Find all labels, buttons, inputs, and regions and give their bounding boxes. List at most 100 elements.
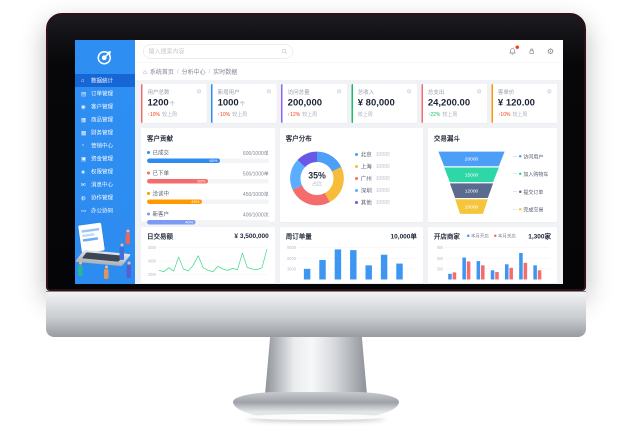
sidebar-item[interactable]: ▦ 商品管理 xyxy=(75,113,135,126)
legend-item[interactable]: 广州 10000 xyxy=(354,175,390,183)
stat-cards-row: 用户总数 ⚙ 1200个 ↑10% 较上周 新增用户 ⚙ 1000个 ↑10% 较上周 访问总量 ⚙ 2… xyxy=(141,84,558,123)
funnel-connector xyxy=(512,156,517,157)
chart-legend-item[interactable]: 本月关店 xyxy=(493,233,516,240)
trend-value: ↑10% xyxy=(147,112,161,118)
sidebar-item[interactable]: ◉ 客户管理 xyxy=(75,100,135,113)
shops-value: 1,300家 xyxy=(528,232,551,241)
notification-bell-icon[interactable] xyxy=(508,44,520,56)
illustration-person xyxy=(125,229,130,244)
contribution-row: 新客户 400/1000次 40% xyxy=(147,210,269,225)
trend-value: ↑22% xyxy=(427,112,441,118)
svg-text:15000: 15000 xyxy=(465,173,479,179)
legend-item[interactable]: 北京 10000 xyxy=(354,151,390,159)
sidebar-item[interactable]: ▭ 办公协同 xyxy=(75,204,135,217)
funnel-label: 完成交易 xyxy=(523,207,544,213)
sidebar-item[interactable]: ◍ 协作管理 xyxy=(75,191,135,204)
panel-title: 开店商家 xyxy=(433,232,460,241)
sidebar-item-label: 资金管理 xyxy=(91,156,113,162)
sidebar-item[interactable]: ◈ 权限管理 xyxy=(75,165,135,178)
card-settings-gear-icon[interactable]: ⚙ xyxy=(476,88,482,95)
legend-value: 10000 xyxy=(375,163,390,170)
svg-text:900: 900 xyxy=(437,246,443,250)
sidebar-item[interactable]: ▣ 资金管理 xyxy=(75,152,135,165)
funnel-labels: 访问用户 加入购物车 提交订单 完成交易 xyxy=(512,148,549,219)
funnel-label: 提交订单 xyxy=(523,189,544,196)
svg-text:10000: 10000 xyxy=(465,204,479,210)
card-settings-gear-icon[interactable]: ⚙ xyxy=(406,88,412,95)
sidebar-item[interactable]: ▤ 订单管理 xyxy=(75,87,135,100)
distribution-body: 35% 占比 北京 10000 上海 10000 广州 10000 深圳 10000 其他 1000… xyxy=(286,148,417,210)
sidebar-item[interactable]: ✉ 消息中心 xyxy=(75,178,135,191)
order-icon: ▤ xyxy=(81,90,87,97)
legend-item[interactable]: 深圳 10000 xyxy=(354,187,390,195)
funnel-label-item: 访问用户 xyxy=(512,153,549,160)
series-dot xyxy=(147,192,150,195)
stat-card: 总支出 ⚙ 24,200.00 ↑22% 较上周 xyxy=(421,84,487,123)
stat-card-label: 总收入 xyxy=(357,89,375,96)
sidebar-menu: ⌂ 数据统计 ▤ 订单管理 ◉ 客户管理 ▦ 商品管理 ▩ 财务管理 ◔ 营销中心 ▣ 资金管理 ◈ 权限管理… xyxy=(75,74,135,217)
panel-title: 客户贡献 xyxy=(147,134,174,143)
stat-card-header: 总支出 ⚙ xyxy=(428,88,482,96)
card-settings-gear-icon[interactable]: ⚙ xyxy=(546,88,553,95)
settings-gear-icon[interactable]: ⚙ xyxy=(546,47,555,56)
illustration-person xyxy=(119,243,124,260)
breadcrumb-item[interactable]: 实时数据 xyxy=(213,68,238,76)
contribution-ratio: 500/1000单 xyxy=(242,171,269,177)
lock-icon[interactable] xyxy=(527,47,536,56)
monitor-foot-edge xyxy=(247,414,385,420)
svg-text:9000: 9000 xyxy=(287,245,297,250)
stat-card-label: 访问总量 xyxy=(287,89,310,96)
panel-title: 客户分布 xyxy=(285,134,312,143)
breadcrumb-item[interactable]: 分析中心 xyxy=(181,68,206,76)
panel-shop-openings: 开店商家 本月开店 本月关店 1,300家 900 600 300 xyxy=(427,227,557,283)
panel-customer-contribution: 客户贡献 已成交 600/1000单 60% 已下单 500/1000单 50% 洽谈中 45… xyxy=(141,128,275,225)
progress-fill: 50% xyxy=(147,179,208,184)
legend-dot xyxy=(466,234,470,237)
funnel-connector xyxy=(512,173,517,175)
breadcrumb-item[interactable]: 系统首页 xyxy=(149,68,174,76)
illustration-person xyxy=(126,261,131,278)
chart-legend-item[interactable]: 本月开店 xyxy=(466,233,489,240)
grouped-bar-legend: 本月开店 本月关店 xyxy=(466,233,528,240)
series-dot xyxy=(147,212,150,216)
stat-card-trend: ↑10% 较上周 xyxy=(498,110,552,118)
contribution-row: 已下单 500/1000单 50% xyxy=(147,169,269,184)
search-placeholder: 输入搜索内容 xyxy=(148,48,185,55)
card-settings-gear-icon[interactable]: ⚙ xyxy=(336,88,342,95)
trend-note: 较上周 xyxy=(232,112,248,118)
trend-value: ↑10% xyxy=(217,112,231,118)
legend-value: 10000 xyxy=(375,151,390,158)
sidebar-item[interactable]: ◔ 营销中心 xyxy=(75,139,135,152)
legend-value: 10000 xyxy=(375,175,390,182)
stat-card-header: 访问总量 ⚙ xyxy=(288,88,342,96)
stat-card-header: 客单价 ⚙ xyxy=(498,88,552,96)
dashboard-content: 用户总数 ⚙ 1200个 ↑10% 较上周 新增用户 ⚙ 1000个 ↑10% 较上周 访问总量 ⚙ 2… xyxy=(135,80,563,284)
legend-item[interactable]: 上海 10000 xyxy=(354,163,390,171)
stat-card-label: 新增用户 xyxy=(217,89,240,96)
breadcrumb-home-icon[interactable]: ⌂ xyxy=(143,67,147,76)
funnel-label-item: 完成交易 xyxy=(512,205,549,213)
app-logo[interactable] xyxy=(75,40,135,74)
illustration-person xyxy=(78,261,83,276)
sidebar-item[interactable]: ⌂ 数据统计 xyxy=(75,74,135,87)
stat-card-value: 200,000 xyxy=(287,97,323,109)
contribution-row: 已成交 600/1000单 60% xyxy=(147,149,269,163)
funnel-dot xyxy=(518,207,522,211)
product-icon: ▦ xyxy=(81,116,87,123)
sidebar-illustration xyxy=(75,219,135,284)
line-chart: 5000 4000 3000 xyxy=(148,245,268,277)
sidebar-item-label: 商品管理 xyxy=(91,117,113,123)
donut-legend: 北京 10000 上海 10000 广州 10000 深圳 10000 其他 10000 xyxy=(354,151,390,207)
legend-item[interactable]: 其他 10000 xyxy=(354,199,390,207)
stat-card: 客单价 ⚙ ¥ 120.00 ↑10% 较上周 xyxy=(491,84,558,123)
legend-label: 其他 xyxy=(360,200,372,206)
funnel-label-item: 提交订单 xyxy=(512,188,549,196)
card-settings-gear-icon[interactable]: ⚙ xyxy=(196,88,202,95)
contribution-ratio: 400/1000次 xyxy=(242,212,269,218)
sidebar-item[interactable]: ▩ 财务管理 xyxy=(75,126,135,139)
search-input[interactable]: 输入搜索内容 xyxy=(143,44,293,59)
contribution-row-header: 已成交 600/1000单 xyxy=(147,149,269,157)
stat-card-trend: ↑22% 较上周 xyxy=(428,110,482,118)
card-settings-gear-icon[interactable]: ⚙ xyxy=(266,88,272,95)
